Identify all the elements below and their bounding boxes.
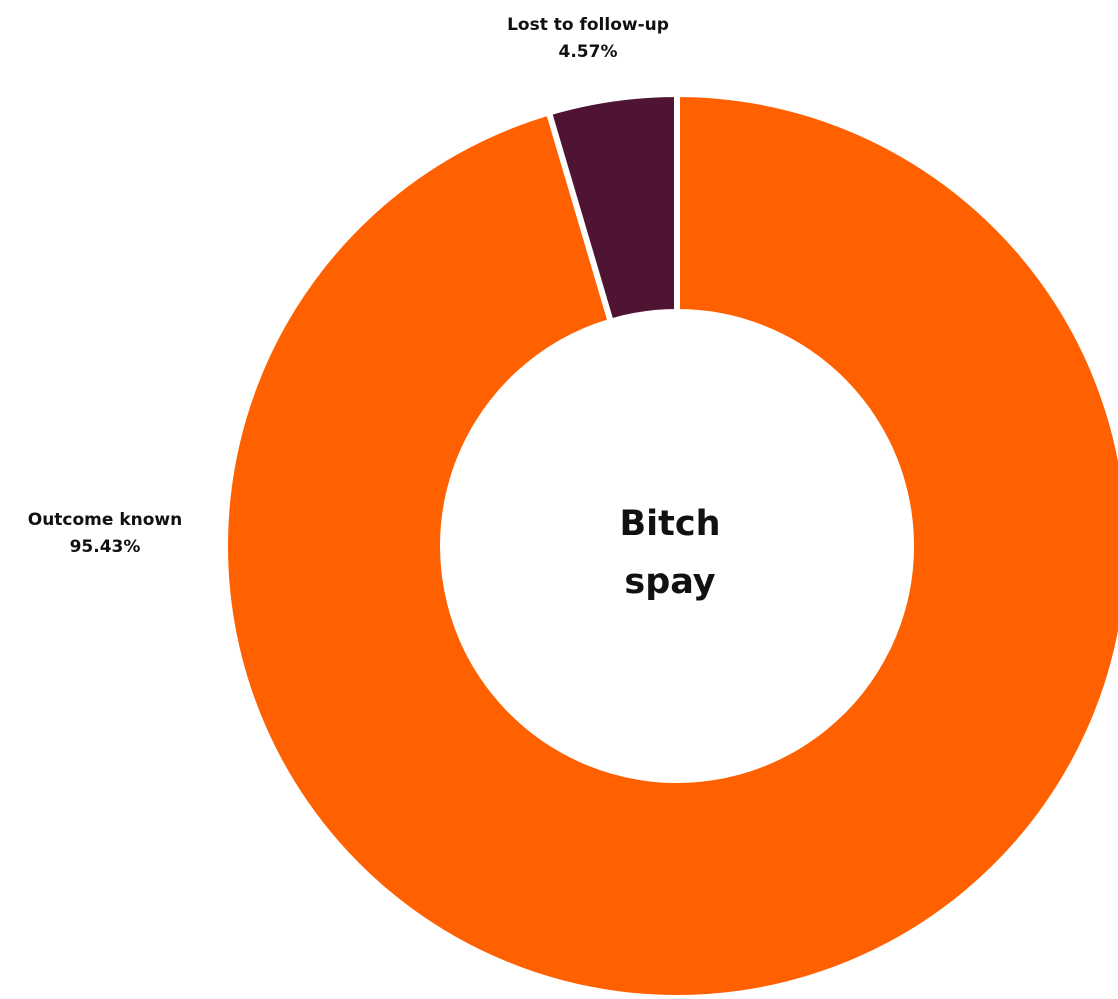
donut-slice bbox=[222, 90, 1118, 999]
center-label: spay bbox=[624, 562, 715, 602]
slice-value-label: 4.57% bbox=[559, 42, 618, 62]
center-label: Bitch bbox=[619, 504, 720, 544]
slice-value-label: 95.43% bbox=[70, 537, 141, 557]
slice-label: Outcome known bbox=[28, 510, 183, 530]
donut-slice bbox=[545, 90, 680, 326]
slice-label: Lost to follow-up bbox=[507, 15, 669, 35]
